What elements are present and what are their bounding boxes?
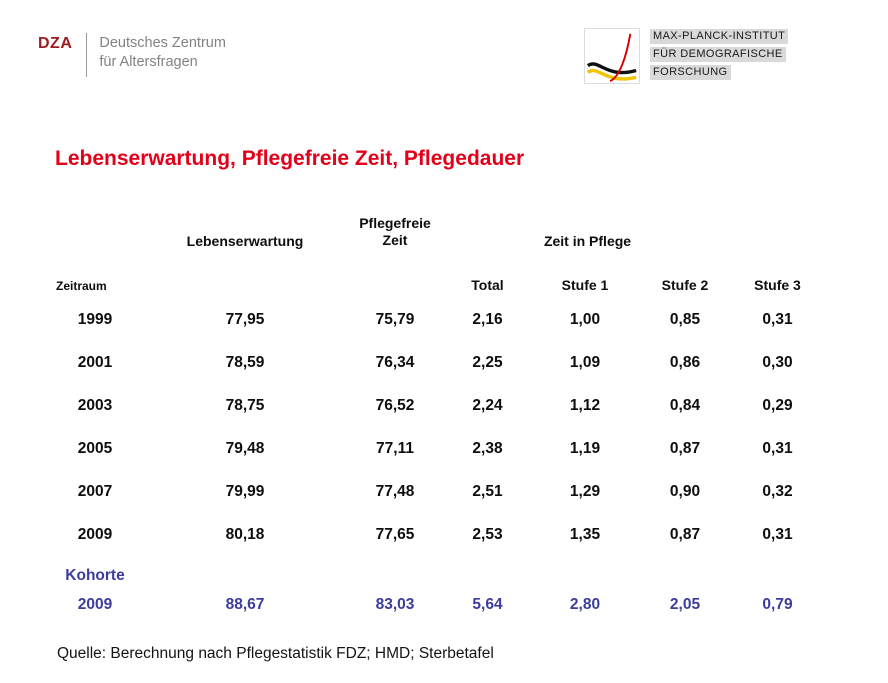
mpi-name: MAX-PLANCK-INSTITUT FÜR DEMOGRAFISCHE FO… <box>650 28 789 84</box>
cell-stufe-1: 1,19 <box>569 439 601 457</box>
cell-stufe-1: 2,80 <box>569 596 601 613</box>
mpi-name-line-3: FORSCHUNG <box>650 65 731 80</box>
cell-stufe-2: 0,87 <box>669 525 701 543</box>
cell-lebenserwartung: 88,67 <box>225 596 265 613</box>
cell-pflegefreie-zeit: 83,03 <box>375 596 415 613</box>
cell-stufe-3: 0,32 <box>762 482 793 500</box>
dza-name: Deutsches Zentrum für Altersfragen <box>99 33 226 72</box>
mpi-curve-logo-icon <box>584 28 640 84</box>
mpi-name-line-1: MAX-PLANCK-INSTITUT <box>650 29 789 44</box>
cell-stufe-2: 0,84 <box>669 396 701 414</box>
cell-stufe-3: 0,79 <box>762 596 793 613</box>
group-header-row: Lebenserwartung Pflegefreie Zeit Zeit in… <box>50 203 830 249</box>
cell-pflegefreie-zeit: 77,48 <box>375 482 415 500</box>
dza-name-line-1: Deutsches Zentrum <box>99 35 226 51</box>
group-header-pflegefreie-zeit: Pflegefreie Zeit <box>350 215 440 249</box>
column-header-stufe-2: Stufe 2 <box>661 277 709 293</box>
cell-pflegefreie-zeit: 75,79 <box>375 310 415 328</box>
cell-period: 2001 <box>77 353 113 371</box>
column-header-row: Zeitraum Total Stufe 1 Stufe 2 Stufe 3 <box>50 249 830 298</box>
table-row-2009: 2009 80,18 77,65 2,53 1,35 0,87 0,31 <box>50 513 830 556</box>
column-header-stufe-3: Stufe 3 <box>754 277 801 293</box>
mpi-name-line-2: FÜR DEMOGRAFISCHE <box>650 47 786 62</box>
cell-stufe-2: 0,90 <box>669 482 701 500</box>
dza-name-line-2: für Altersfragen <box>99 54 198 70</box>
cell-lebenserwartung: 78,59 <box>225 353 265 371</box>
data-table: Lebenserwartung Pflegefreie Zeit Zeit in… <box>50 203 830 617</box>
cell-stufe-1: 1,35 <box>569 525 601 543</box>
cell-period: 1999 <box>77 310 113 328</box>
dza-wordmark: DZA <box>38 35 73 52</box>
slide-title: Lebenserwartung, Pflegefreie Zeit, Pfleg… <box>55 147 525 170</box>
group-header-pflegefreie-zeit-line-1: Pflegefreie <box>359 215 431 231</box>
cell-pflegefreie-zeit: 76,52 <box>375 396 415 414</box>
table-row-2003: 2003 78,75 76,52 2,24 1,12 0,84 0,29 <box>50 384 830 427</box>
cell-stufe-2: 0,86 <box>669 353 701 371</box>
cell-period: 2003 <box>77 396 113 414</box>
cell-stufe-3: 0,31 <box>762 439 793 457</box>
table-row-2005: 2005 79,48 77,11 2,38 1,19 0,87 0,31 <box>50 427 830 470</box>
cell-total: 5,64 <box>472 596 503 613</box>
table-row-2001: 2001 78,59 76,34 2,25 1,09 0,86 0,30 <box>50 341 830 384</box>
cell-lebenserwartung: 80,18 <box>225 525 265 543</box>
column-header-stufe-1: Stufe 1 <box>561 277 609 293</box>
table-row-1999: 1999 77,95 75,79 2,16 1,00 0,85 0,31 <box>50 298 830 341</box>
column-header-total: Total <box>471 277 504 293</box>
cell-period: 2009 <box>77 525 113 543</box>
mpi-logo-block: MAX-PLANCK-INSTITUT FÜR DEMOGRAFISCHE FO… <box>584 28 789 84</box>
cell-stufe-1: 1,29 <box>569 482 601 500</box>
cell-stufe-3: 0,31 <box>762 310 793 328</box>
cell-stufe-1: 1,12 <box>569 396 601 414</box>
cell-lebenserwartung: 77,95 <box>225 310 265 328</box>
cell-lebenserwartung: 79,48 <box>225 439 265 457</box>
group-header-lebenserwartung: Lebenserwartung <box>186 233 304 249</box>
kohorte-label-line-2: 2009 <box>77 596 113 613</box>
cell-stufe-1: 1,00 <box>569 310 601 328</box>
kohorte-label-line-1: Kohorte <box>65 567 125 584</box>
cell-stufe-3: 0,31 <box>762 525 793 543</box>
cell-period: 2007 <box>77 482 113 500</box>
column-header-zeitraum: Zeitraum <box>56 279 107 293</box>
cell-pflegefreie-zeit: 76,34 <box>375 353 415 371</box>
cell-total: 2,51 <box>472 482 503 500</box>
table-row-2007: 2007 79,99 77,48 2,51 1,29 0,90 0,32 <box>50 470 830 513</box>
cell-stufe-1: 1,09 <box>569 353 601 371</box>
group-header-pflegefreie-zeit-line-2: Zeit <box>382 232 408 248</box>
dza-logo: DZA Deutsches Zentrum für Altersfragen <box>38 33 226 77</box>
cell-stufe-2: 0,87 <box>669 439 701 457</box>
source-note: Quelle: Berechnung nach Pflegestatistik … <box>57 645 494 662</box>
cell-kohorte-label: Kohorte 2009 <box>50 561 140 619</box>
group-header-zeit-in-pflege: Zeit in Pflege <box>543 233 632 249</box>
cell-stufe-3: 0,29 <box>762 396 793 414</box>
cell-stufe-3: 0,30 <box>762 353 793 371</box>
cell-total: 2,16 <box>472 310 503 328</box>
cell-period: 2005 <box>77 439 113 457</box>
cell-total: 2,53 <box>472 525 503 543</box>
cell-stufe-2: 0,85 <box>669 310 701 328</box>
kohorte-row: Kohorte 2009 88,67 83,03 5,64 2,80 2,05 … <box>50 561 830 617</box>
cell-total: 2,25 <box>472 353 503 371</box>
cell-lebenserwartung: 79,99 <box>225 482 265 500</box>
cell-pflegefreie-zeit: 77,11 <box>376 439 414 457</box>
cell-total: 2,38 <box>472 439 503 457</box>
cell-stufe-2: 2,05 <box>669 596 701 613</box>
cell-pflegefreie-zeit: 77,65 <box>375 525 415 543</box>
cell-lebenserwartung: 78,75 <box>225 396 265 414</box>
dza-divider-line <box>86 33 88 77</box>
cell-total: 2,24 <box>472 396 503 414</box>
